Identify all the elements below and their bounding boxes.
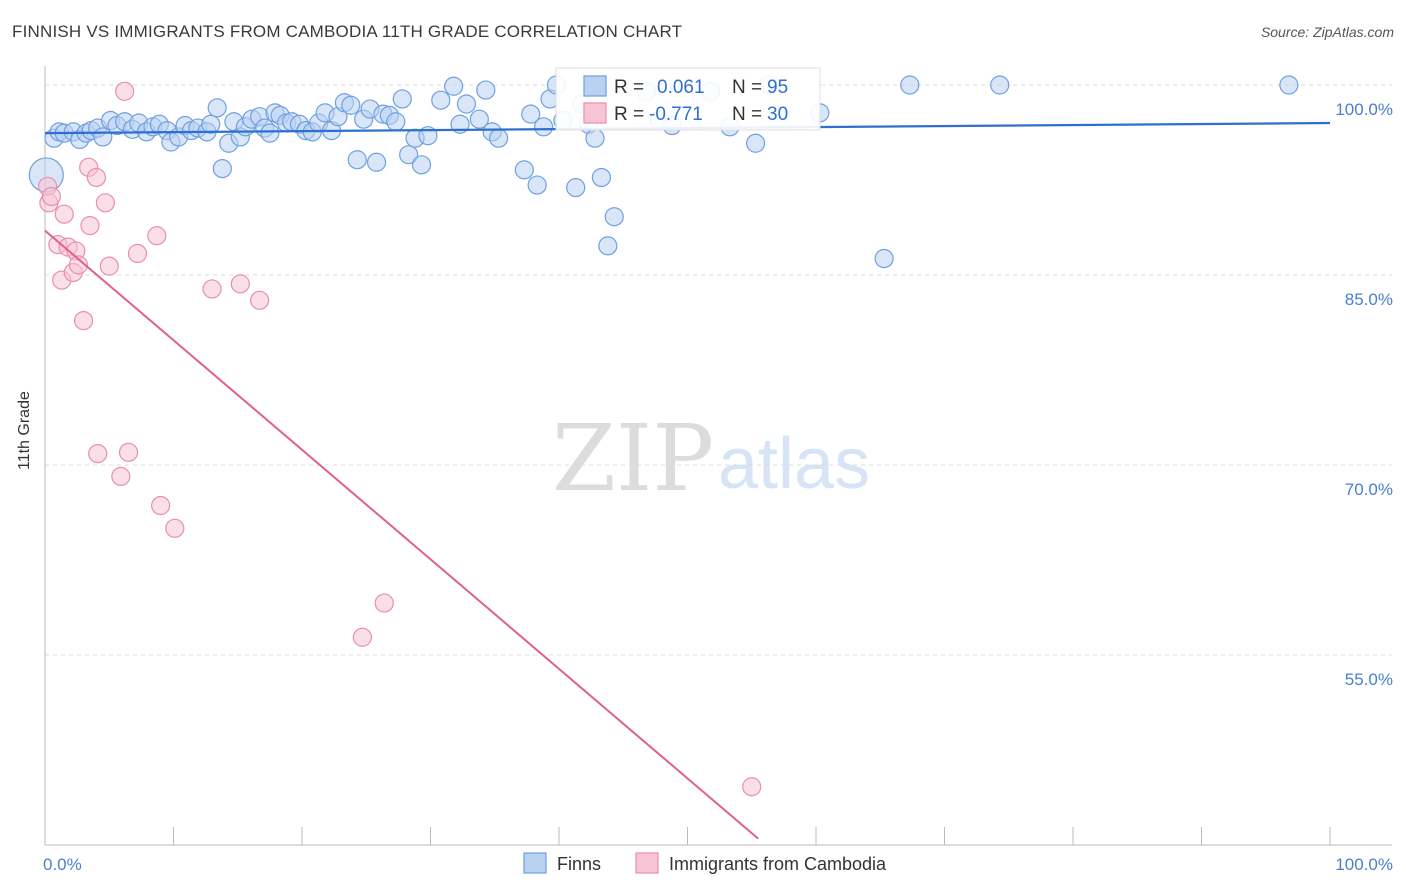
finns-point [521,104,541,124]
cambodia-point [742,777,762,797]
legend-finns-r-value: 0.061 [657,77,705,98]
legend-finns-swatch [583,75,607,97]
legend-finns-n-value: 95 [767,77,788,98]
cambodia-point [202,279,222,299]
legend-cambodia-n-value: 30 [767,104,788,125]
finns-point [212,159,232,179]
legend: R = 0.061 N = 95 R = -0.771 N = 30 [555,67,821,131]
finns-point [260,123,280,143]
finns-point [207,98,227,118]
y-tick-label: 100.0% [1335,100,1393,119]
finns-point [566,178,586,198]
finns-point [527,175,547,195]
x-tick-label-end: 100.0% [1335,855,1393,874]
legend-cambodia-r-label: R = [614,104,644,125]
cambodia-point [68,255,89,275]
finns-point [411,155,432,175]
y-tick-label: 70.0% [1345,480,1393,499]
cambodia-point [118,442,139,462]
bottom-legend-finns-swatch [523,852,547,874]
source-label: Source: ZipAtlas.com [1260,24,1394,40]
cambodia-point [230,274,250,294]
cambodia-point [151,495,171,516]
finns-point [341,95,361,115]
cambodia-point [127,243,148,264]
legend-cambodia-swatch [583,102,607,124]
cambodia-point [115,81,135,101]
cambodia-point [111,466,131,486]
finns-point [392,89,412,109]
watermark: ZIP atlas [552,405,870,512]
finns-point [514,160,534,180]
cambodia-point [147,226,167,246]
finns-point [201,114,221,134]
finns-point [444,76,464,96]
finns-point [598,236,618,256]
legend-cambodia-n-label: N = [732,104,762,125]
bottom-legend-cambodia-label: Immigrants from Cambodia [669,854,887,874]
axes [44,66,1392,846]
watermark-atlas: atlas [718,424,870,504]
finns-point [591,167,612,188]
legend-finns-r-label: R = [614,77,644,98]
chart-title: FINNISH VS IMMIGRANTS FROM CAMBODIA 11TH… [12,22,683,41]
y-tick-label: 55.0% [1345,670,1393,689]
finns-point [1279,75,1299,95]
cambodia-point [80,216,100,236]
legend-cambodia-r-value: -0.771 [649,104,703,125]
cambodia-point [54,204,74,224]
bottom-legend-cambodia-swatch [635,852,659,874]
bottom-legend-finns-label: Finns [557,854,601,874]
finns-point [476,80,496,100]
finns-point [489,128,509,148]
finns-point [469,109,489,129]
finns-point [399,145,419,165]
cambodia-point [86,167,107,188]
finns-point [366,152,387,172]
finns-point [900,75,920,95]
bottom-legend: Finns Immigrants from Cambodia [523,852,887,874]
cambodia-trend-line [44,229,759,840]
finns-point [386,112,406,132]
cambodia-point [99,256,119,276]
cambodia-point [165,518,185,538]
finns-point [585,128,605,148]
y-tick-label: 85.0% [1345,290,1393,309]
finns-point [604,207,624,227]
y-tick-labels: 55.0% 70.0% 85.0% 100.0% [1335,100,1393,689]
watermark-zip: ZIP [552,405,714,512]
finns-point [874,248,894,269]
cambodia-point [88,444,108,464]
finns-point [990,75,1010,95]
x-tick-label-start: 0.0% [43,855,82,874]
cambodia-point [374,593,394,613]
finns-point [431,90,451,110]
cambodia-point [41,186,62,207]
cambodia-point [352,627,372,647]
finns-point [347,150,367,170]
cambodia-point [73,311,94,331]
legend-finns-n-label: N = [732,77,762,98]
finns-point [533,117,554,137]
cambodia-points [37,81,762,797]
x-tick-labels: 0.0% 100.0% [43,855,1393,874]
finns-point [746,133,766,153]
gridlines [45,84,1392,656]
finns-point [456,94,477,114]
cambodia-point [249,290,270,310]
cambodia-point [95,193,115,213]
